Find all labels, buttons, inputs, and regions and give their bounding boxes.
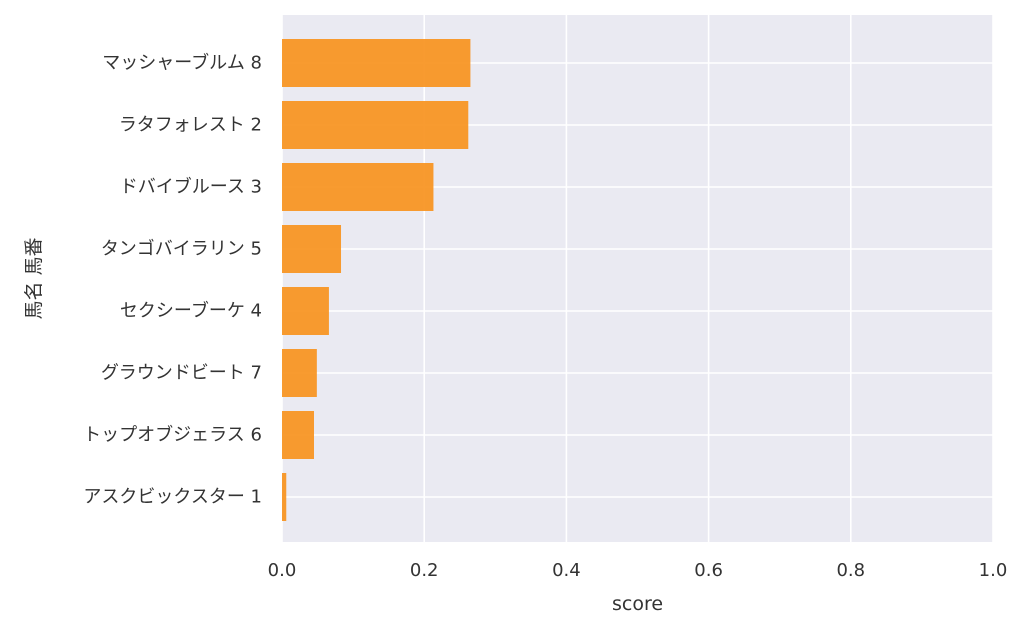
bar (282, 349, 317, 397)
x-tick-label: 1.0 (979, 560, 1008, 581)
bars (282, 39, 471, 521)
grid-lines (281, 15, 994, 542)
x-axis-label: score (612, 593, 663, 615)
y-axis-label: 馬名 馬番 (23, 237, 45, 319)
y-tick-label: タンゴバイラリン 5 (101, 239, 262, 260)
y-tick-label: ラタフォレスト 2 (119, 115, 262, 136)
y-tick-label: グラウンドビート 7 (101, 363, 262, 384)
x-tick-label: 0.6 (694, 560, 723, 581)
bar (282, 163, 434, 211)
y-tick-label: アスクビックスター 1 (83, 487, 262, 508)
x-tick-label: 0.0 (268, 560, 297, 581)
y-tick-label: ドバイブルース 3 (120, 176, 262, 198)
bar (282, 411, 314, 459)
bar (282, 39, 471, 87)
x-tick-label: 0.2 (410, 560, 439, 581)
bar (282, 101, 469, 149)
x-tick-labels: 0.0 0.2 0.4 0.6 0.8 1.0 (268, 560, 1008, 581)
bar (282, 473, 287, 521)
y-tick-label: トップオブジェラス 6 (83, 424, 262, 446)
bar (282, 287, 329, 335)
x-tick-label: 0.8 (836, 560, 865, 581)
x-tick-label: 0.4 (552, 560, 581, 581)
y-tick-labels: マッシャーブルム 8 ラタフォレスト 2 ドバイブルース 3 タンゴバイラリン 5 セク… (83, 52, 262, 508)
bar (282, 225, 342, 273)
y-tick-label: セクシーブーケ 4 (120, 300, 262, 322)
y-tick-label: マッシャーブルム 8 (102, 52, 262, 74)
plot-background (282, 15, 993, 542)
